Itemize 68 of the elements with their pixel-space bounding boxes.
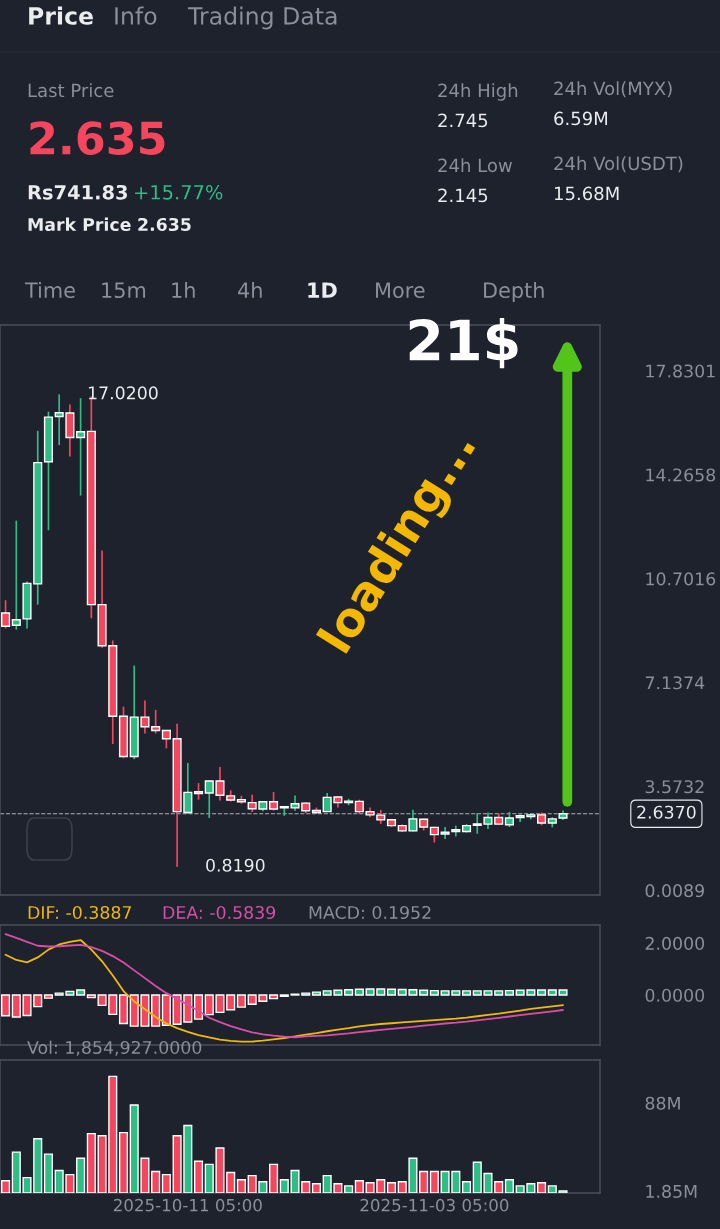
text: 2.635 <box>30 121 165 155</box>
y-tick-label: 7.1374 <box>645 676 705 690</box>
y-tick-label: 0.0089 <box>645 884 704 898</box>
text: Info <box>115 6 157 25</box>
bar <box>269 1163 279 1193</box>
bar <box>161 1173 171 1193</box>
candlestick <box>151 709 161 735</box>
annotation: 0.8190 <box>206 858 265 872</box>
text: 24h Vol(USDT) <box>554 156 683 173</box>
text: Trading Data <box>187 6 337 30</box>
bar <box>461 1181 472 1193</box>
text: Rs741.83 <box>28 184 128 200</box>
bar <box>86 1132 96 1193</box>
text: MACD: 0.1952 <box>309 905 431 920</box>
annotation: 21$ <box>409 317 518 369</box>
text: 24h High <box>438 83 518 101</box>
series-label: DIF: -0.3887 <box>28 905 132 920</box>
candlestick <box>1 599 11 630</box>
y-tick-label: 14.2658 <box>646 468 716 482</box>
text: 4h <box>238 281 262 298</box>
bar <box>386 1182 397 1193</box>
bar <box>236 1179 246 1193</box>
text: Depth <box>484 281 544 303</box>
x-tick-label: 2025-11-03 05:00 <box>360 1198 509 1212</box>
candlestick <box>440 826 450 840</box>
candlestick <box>76 397 86 497</box>
text: 1h <box>172 281 195 298</box>
y-tick-label: 88M <box>645 1096 680 1110</box>
text: Price <box>29 6 93 25</box>
text: 2.635 <box>138 217 191 232</box>
bar <box>311 1183 322 1193</box>
y-tick-label: 10.7016 <box>646 572 716 586</box>
text: 6.59M <box>554 111 608 126</box>
y-tick-label: 17.8301 <box>646 364 715 378</box>
y-tick-label: 1.85M <box>646 1184 697 1198</box>
bar <box>151 1170 161 1193</box>
text: 1D <box>308 282 337 298</box>
text: Mark Price <box>28 217 131 232</box>
bar <box>344 1185 354 1193</box>
text: Last Price <box>28 83 114 98</box>
annotation: 17.0200 <box>88 386 158 400</box>
ref-line-label: 2.6370 <box>637 805 696 819</box>
bar <box>504 1179 514 1193</box>
candlestick <box>161 729 171 750</box>
bar <box>354 1180 364 1193</box>
annotation: Vol: 1,854,927.0000 <box>27 1040 202 1056</box>
y-tick-label: 2.0000 <box>645 936 705 950</box>
y-tick-label: 3.5732 <box>645 780 704 794</box>
bar <box>537 1182 547 1193</box>
bar <box>419 1170 429 1193</box>
text: DEA: -0.5839 <box>163 905 276 920</box>
text: 2.145 <box>438 188 488 203</box>
bar <box>43 1153 54 1193</box>
text: 24h Low <box>438 158 512 173</box>
y-tick-label: 0.0000 <box>645 988 705 1002</box>
bar <box>118 1131 129 1193</box>
text: 15.68M <box>554 186 619 201</box>
text: 2.745 <box>438 113 488 128</box>
text: Time <box>24 281 75 299</box>
x-tick-label: 2025-10-11 05:00 <box>113 1198 262 1212</box>
text: 15m <box>102 282 146 299</box>
bar <box>193 1160 204 1193</box>
text: +15.77% <box>135 184 223 200</box>
bar <box>1 1180 11 1193</box>
bar <box>429 1170 439 1193</box>
bar <box>76 1157 86 1193</box>
text: More <box>376 282 425 299</box>
text: 24h Vol(MYX) <box>554 81 672 98</box>
